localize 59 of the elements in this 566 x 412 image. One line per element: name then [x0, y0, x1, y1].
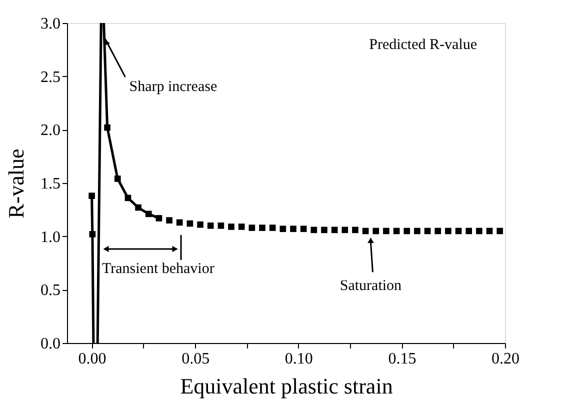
point [434, 228, 442, 234]
point [372, 228, 380, 234]
annotation: Predicted R-value [369, 37, 478, 53]
point [352, 226, 358, 234]
y-tick-label: 2.5 [40, 68, 60, 86]
x-tick-label: 0.15 [388, 350, 416, 368]
point [197, 221, 204, 228]
y-tick-label: 1.0 [40, 228, 60, 246]
point [88, 192, 95, 199]
point [166, 217, 172, 224]
annotation: Transient behavior [102, 261, 214, 277]
y-axis-title: R-value [4, 148, 28, 218]
point [186, 220, 194, 227]
point [114, 176, 121, 182]
point [207, 222, 214, 229]
point [176, 219, 183, 226]
annotation: Saturation [340, 278, 402, 294]
point [269, 224, 276, 231]
y-tick-label: 3.0 [40, 16, 60, 32]
x-tick-label: 0.05 [182, 350, 210, 368]
point [228, 224, 234, 230]
point [476, 228, 482, 234]
point [104, 124, 110, 131]
point [321, 226, 328, 234]
x-tick-label: 0.20 [492, 350, 520, 368]
point [393, 228, 400, 234]
point [280, 226, 286, 232]
point [362, 228, 369, 234]
point [259, 224, 266, 231]
point [342, 226, 348, 234]
point [424, 228, 431, 234]
point [218, 222, 224, 229]
y-tick-label: 2.0 [40, 122, 60, 140]
y-tick-label: 0.0 [40, 336, 60, 352]
x-axis-title: Equivalent plastic strain [180, 374, 393, 398]
point [383, 228, 390, 234]
y-tick-label: 1.5 [40, 176, 60, 192]
point [455, 228, 462, 234]
point [248, 224, 256, 231]
point [300, 226, 307, 232]
point [89, 231, 96, 238]
point [404, 228, 410, 234]
point [145, 210, 152, 218]
point [466, 228, 472, 234]
y-tick-label: 0.5 [40, 282, 60, 300]
x-tick-label: 0.00 [78, 350, 106, 368]
point [445, 228, 452, 234]
point [124, 194, 132, 202]
x-tick-label: 0.10 [284, 350, 313, 368]
point [135, 204, 142, 211]
point [486, 228, 493, 234]
point [310, 226, 318, 234]
point [156, 215, 162, 222]
point [238, 224, 245, 230]
point [496, 228, 503, 234]
point [414, 228, 420, 234]
point [290, 226, 296, 232]
point [331, 226, 338, 234]
annotation: Sharp increase [129, 79, 218, 95]
